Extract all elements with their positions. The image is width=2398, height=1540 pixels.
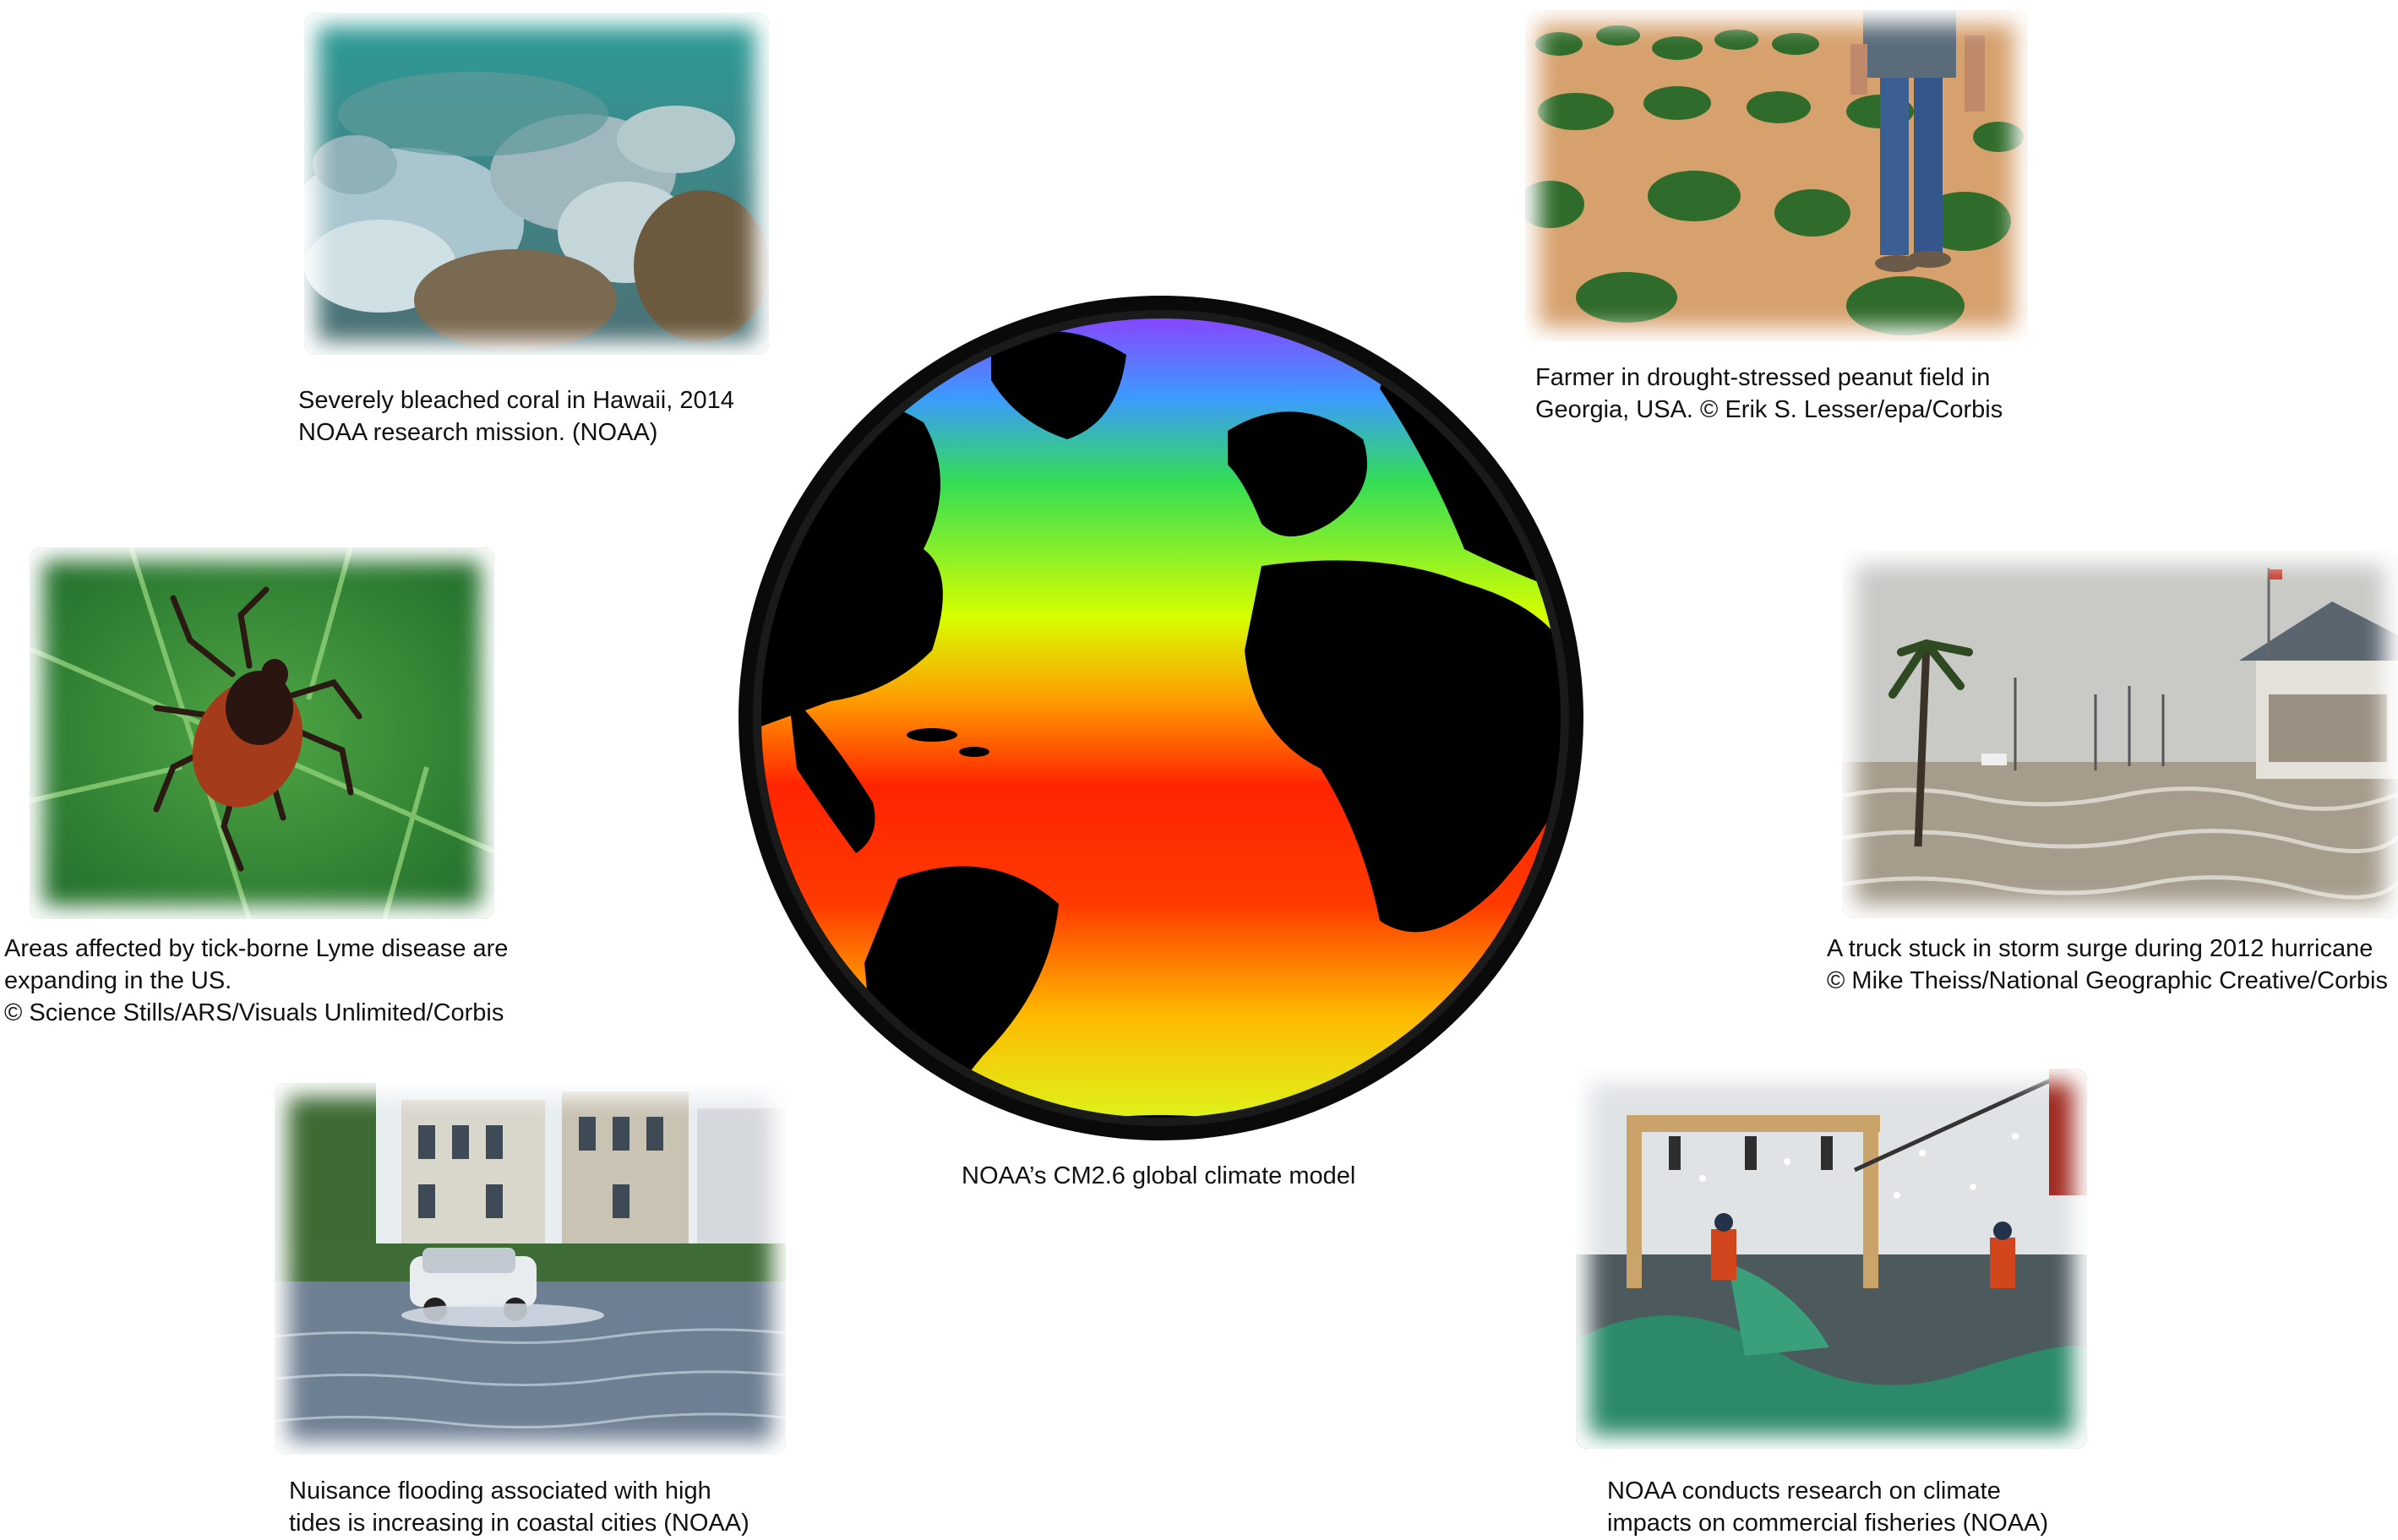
fishing-vessel-photo [1576,1069,2087,1449]
flood-caption: Nuisance flooding associated with high t… [289,1477,749,1537]
tick-caption: Areas affected by tick-borne Lyme diseas… [4,935,509,1026]
bleached-coral-photo [304,13,769,355]
coastal-flooding-photo [275,1083,786,1455]
tick-on-leaf-photo [30,547,494,919]
storm-caption: A truck stuck in storm surge during 2012… [1827,935,2388,994]
drought-field-photo [1525,10,2028,341]
globe-sea-temperature-icon [738,296,1585,1140]
fish-caption: NOAA conducts research on climate impact… [1607,1477,2049,1537]
globe-caption: NOAA’s CM2.6 global climate model [962,1162,1356,1189]
peanut-caption: Farmer in drought-stressed peanut field … [1535,364,2003,423]
storm-surge-photo [1842,551,2398,918]
coral-caption: Severely bleached coral in Hawaii, 2014 … [298,387,734,446]
